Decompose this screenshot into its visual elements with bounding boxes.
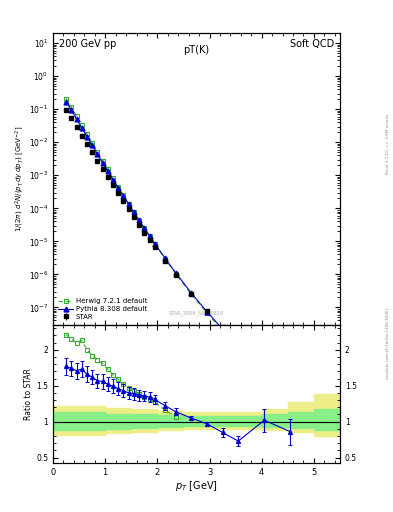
Herwig 7.2.1 default [105, 166, 110, 173]
Herwig 7.2.1 default [205, 310, 209, 316]
Herwig 7.2.1 default [69, 104, 73, 110]
Herwig 7.2.1 default [173, 270, 178, 276]
Text: Rivet 3.1.10, >= 3.6M events: Rivet 3.1.10, >= 3.6M events [386, 113, 390, 174]
Pythia 8.308 default [137, 217, 141, 223]
Herwig 7.2.1 default [64, 96, 68, 102]
Pythia 8.308 default [74, 116, 79, 122]
Pythia 8.308 default [95, 151, 100, 157]
Pythia 8.308 default [147, 233, 152, 239]
Pythia 8.308 default [64, 99, 68, 105]
Text: STAR_2006_S6860818: STAR_2006_S6860818 [169, 310, 224, 316]
Herwig 7.2.1 default [74, 113, 79, 119]
Herwig 7.2.1 default [236, 344, 241, 350]
Pythia 8.308 default [90, 142, 95, 148]
Herwig 7.2.1 default [84, 131, 89, 137]
Herwig 7.2.1 default [220, 328, 225, 334]
Pythia 8.308 default [163, 255, 167, 262]
Text: 200 GeV pp: 200 GeV pp [59, 39, 116, 49]
Herwig 7.2.1 default [116, 184, 121, 190]
Herwig 7.2.1 default [152, 241, 157, 247]
Herwig 7.2.1 default [147, 233, 152, 239]
Herwig 7.2.1 default [111, 175, 116, 181]
Herwig 7.2.1 default [137, 217, 141, 223]
Pythia 8.308 default [288, 390, 293, 396]
Herwig 7.2.1 default [100, 158, 105, 164]
Pythia 8.308 default [220, 326, 225, 332]
Herwig 7.2.1 default [288, 392, 293, 398]
Pythia 8.308 default [262, 367, 267, 373]
Herwig 7.2.1 default [79, 122, 84, 128]
Pythia 8.308 default [152, 241, 157, 247]
Pythia 8.308 default [132, 209, 136, 216]
Pythia 8.308 default [84, 134, 89, 140]
Pythia 8.308 default [100, 160, 105, 166]
Line: Pythia 8.308 default: Pythia 8.308 default [64, 99, 293, 395]
Pythia 8.308 default [126, 201, 131, 207]
Pythia 8.308 default [142, 225, 147, 231]
Herwig 7.2.1 default [142, 225, 147, 231]
X-axis label: $p_T$ [GeV]: $p_T$ [GeV] [175, 479, 218, 493]
Y-axis label: Ratio to STAR: Ratio to STAR [24, 368, 33, 420]
Herwig 7.2.1 default [163, 256, 167, 262]
Pythia 8.308 default [236, 343, 241, 349]
Pythia 8.308 default [116, 185, 121, 191]
Pythia 8.308 default [205, 309, 209, 315]
Herwig 7.2.1 default [90, 140, 95, 146]
Herwig 7.2.1 default [126, 201, 131, 207]
Text: mcplots.cern.ch [arXiv:1306.3436]: mcplots.cern.ch [arXiv:1306.3436] [386, 308, 390, 378]
Pythia 8.308 default [173, 270, 178, 276]
Text: Soft QCD: Soft QCD [290, 39, 334, 49]
Herwig 7.2.1 default [95, 148, 100, 155]
Pythia 8.308 default [105, 168, 110, 174]
Pythia 8.308 default [189, 290, 194, 296]
Herwig 7.2.1 default [189, 291, 194, 297]
Text: pT(K): pT(K) [184, 45, 209, 55]
Line: Herwig 7.2.1 default: Herwig 7.2.1 default [64, 96, 293, 398]
Herwig 7.2.1 default [121, 192, 126, 198]
Herwig 7.2.1 default [262, 369, 267, 375]
Y-axis label: $1/(2\pi)\ d^2N/(p_T\,dy\,dp_T)\ [\mathrm{GeV}^{-2}]$: $1/(2\pi)\ d^2N/(p_T\,dy\,dp_T)\ [\mathr… [13, 126, 26, 232]
Pythia 8.308 default [111, 177, 116, 183]
Pythia 8.308 default [69, 107, 73, 113]
Pythia 8.308 default [79, 124, 84, 131]
Legend: Herwig 7.2.1 default, Pythia 8.308 default, STAR: Herwig 7.2.1 default, Pythia 8.308 defau… [57, 297, 149, 321]
Herwig 7.2.1 default [132, 209, 136, 215]
Pythia 8.308 default [121, 193, 126, 199]
